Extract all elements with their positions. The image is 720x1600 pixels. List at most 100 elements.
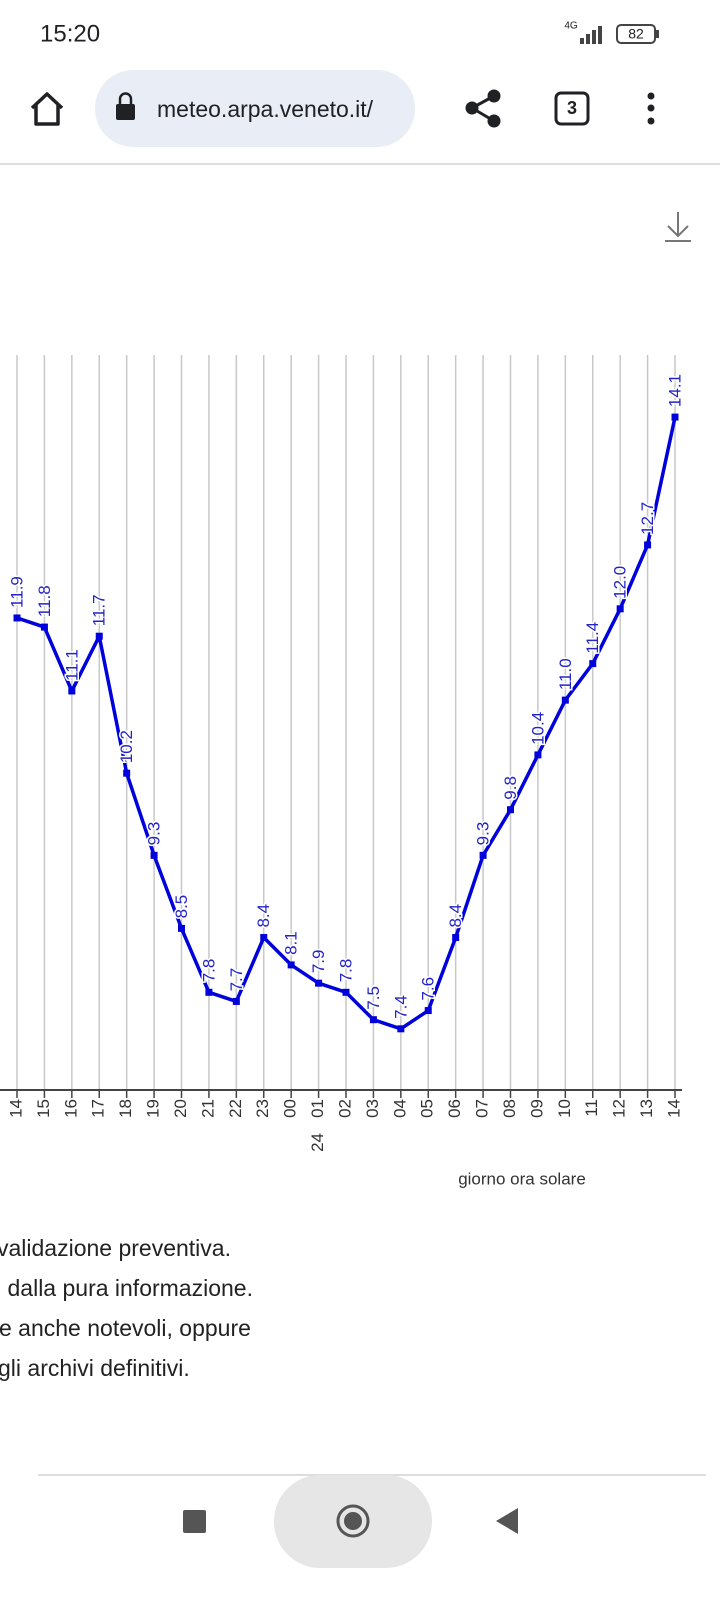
data-point [287, 961, 295, 969]
clock: 15:20 [40, 20, 100, 47]
data-point [589, 660, 597, 668]
value-label: 8.5 [172, 895, 191, 919]
value-label: 7.8 [336, 959, 355, 983]
battery-tip [656, 30, 659, 38]
value-label: 7.6 [419, 977, 438, 1001]
data-point [616, 605, 624, 613]
battery-icon [616, 24, 656, 44]
url-clip: meteo.arpa.veneto.it/ [157, 96, 374, 122]
x-tick-label: 15 [34, 1099, 53, 1118]
data-point [260, 934, 268, 942]
data-point [315, 979, 323, 987]
x-tick-label: 07 [473, 1099, 492, 1118]
x-tick-label: 16 [61, 1099, 80, 1118]
x-tick-label: 00 [281, 1099, 300, 1118]
data-point [68, 687, 76, 695]
value-label: 11.0 [556, 658, 575, 690]
x-axis-title: giorno ora solare [458, 1169, 586, 1188]
data-point [40, 623, 48, 631]
value-label: 7.9 [309, 950, 328, 974]
x-tick-label: 19 [144, 1099, 163, 1118]
url: meteo.arpa.veneto.it/ [157, 96, 374, 122]
back-button[interactable] [496, 1508, 518, 1534]
value-label: 11.9 [7, 576, 26, 608]
value-label: 12.0 [611, 566, 630, 599]
x-tick-label: 22 [226, 1099, 245, 1118]
nav-home-dot [344, 1512, 362, 1530]
menu-button[interactable] [647, 92, 655, 125]
data-point [671, 413, 679, 421]
data-point [644, 541, 652, 549]
value-label: 11.1 [62, 649, 81, 681]
value-label: 8.4 [446, 904, 465, 928]
data-point [342, 988, 350, 996]
download-button[interactable] [665, 212, 691, 242]
value-label: 7.8 [199, 959, 218, 983]
value-label: 10.2 [117, 730, 136, 763]
value-label: 9.8 [501, 776, 520, 800]
data-point [205, 988, 213, 996]
signal-icon [580, 26, 602, 44]
x-tick-label: 12 [610, 1099, 629, 1118]
data-point [452, 934, 460, 942]
data-point [424, 1007, 432, 1015]
battery-level: 82 [628, 26, 644, 42]
data-point [397, 1025, 405, 1033]
share-button[interactable] [465, 89, 501, 128]
x-tick-label: 06 [445, 1099, 464, 1118]
x-tick-label: 18 [116, 1099, 135, 1118]
x-tick-label: 11 [582, 1099, 601, 1117]
data-point [561, 696, 569, 704]
data-point [178, 924, 185, 932]
x-tick-label: 13 [637, 1099, 656, 1118]
data-point [534, 751, 542, 759]
address-bar[interactable] [95, 70, 415, 147]
x-tick-label: 03 [363, 1099, 382, 1118]
value-label: 14.1 [665, 374, 684, 407]
text-line: i dalla pura informazione. [0, 1275, 253, 1301]
day-label: 24 [308, 1133, 327, 1152]
value-label: 12.7 [638, 502, 657, 535]
value-label: 8.4 [254, 904, 273, 928]
x-tick-label: 10 [555, 1099, 574, 1118]
value-label: 11.8 [35, 585, 54, 617]
data-point [150, 851, 158, 859]
text-line: e anche notevoli, oppure [0, 1315, 251, 1341]
x-tick-label: 14 [664, 1099, 683, 1118]
home-button[interactable] [30, 92, 64, 126]
x-tick-label: 14 [6, 1099, 25, 1118]
data-point [369, 1016, 377, 1024]
data-point [479, 851, 487, 859]
recents-button[interactable] [183, 1510, 206, 1533]
data-point [123, 769, 131, 777]
value-label: 9.3 [474, 822, 493, 846]
nav-home-button[interactable] [336, 1504, 370, 1538]
x-tick-label: 01 [308, 1099, 327, 1118]
value-label: 8.1 [282, 931, 301, 955]
chart: 14 15 16 17 18 19 20 21 22 23 00 01 24 02 03 04 05 06 07 08… [0, 355, 686, 1152]
x-tick-label: 08 [500, 1099, 519, 1118]
value-label: 11.7 [90, 594, 109, 626]
x-tick-label: 04 [390, 1099, 409, 1118]
body-text: validazione preventiva. i dalla pura info… [0, 1235, 253, 1381]
tab-count: 3 [567, 98, 577, 118]
text-line: validazione preventiva. [0, 1235, 231, 1261]
x-tick-label: 09 [527, 1099, 546, 1118]
x-tick-label: 21 [198, 1099, 217, 1118]
x-tick-label: 23 [253, 1099, 272, 1118]
text-line: gli archivi definitivi. [0, 1355, 190, 1381]
value-label: 7.7 [227, 968, 246, 992]
value-label: 7.4 [391, 995, 410, 1019]
x-tick-label: 17 [89, 1099, 108, 1118]
lock-icon [116, 92, 135, 120]
value-label: 11.4 [583, 622, 602, 654]
value-label: 9.3 [145, 822, 164, 846]
data-point [232, 997, 240, 1005]
tabs-button[interactable] [554, 91, 590, 126]
value-label: 7.5 [364, 986, 383, 1010]
data-point [13, 614, 21, 622]
network-type: 4G [564, 21, 578, 32]
value-label: 10.4 [528, 712, 547, 745]
